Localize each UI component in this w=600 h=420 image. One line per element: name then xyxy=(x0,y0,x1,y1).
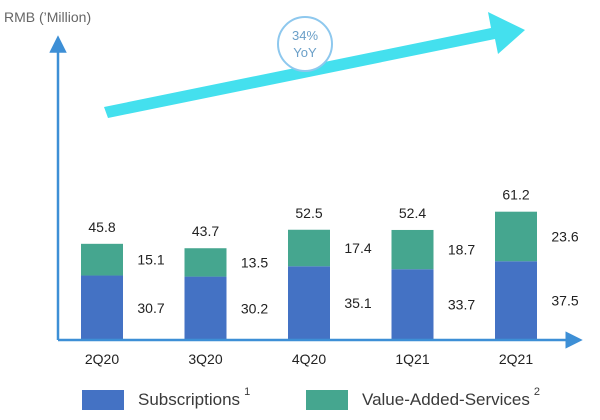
bar-vas-4q20 xyxy=(288,229,330,267)
total-label-1q21: 52.4 xyxy=(399,205,426,221)
bar-vas-2q21 xyxy=(495,211,537,262)
bar-subscriptions-2q20 xyxy=(81,275,123,340)
labels-layer: 30.7 15.1 45.8 2Q20 30.2 13.5 43.7 3Q20 35.1 17.4… xyxy=(85,187,579,367)
value-label-subscriptions-4q20: 35.1 xyxy=(344,295,371,311)
value-label-vas-2q20: 15.1 xyxy=(137,252,164,268)
bar-subscriptions-1q21 xyxy=(391,269,434,340)
value-label-subscriptions-3q20: 30.2 xyxy=(241,300,268,316)
legend: Subscriptions 1 Value-Added-Services 2 xyxy=(0,384,600,416)
x-tick-1q21: 1Q21 xyxy=(395,351,429,367)
value-label-subscriptions-2q20: 30.7 xyxy=(137,300,164,316)
legend-item-subscriptions: Subscriptions 1 xyxy=(82,384,250,416)
bars-layer xyxy=(81,211,537,340)
bar-vas-1q21 xyxy=(391,229,434,270)
value-label-subscriptions-1q21: 33.7 xyxy=(448,297,475,313)
x-tick-4q20: 4Q20 xyxy=(292,351,326,367)
bar-vas-3q20 xyxy=(184,248,227,277)
total-label-2q21: 61.2 xyxy=(502,187,529,203)
bar-vas-2q20 xyxy=(81,243,123,276)
total-label-2q20: 45.8 xyxy=(88,219,115,235)
total-label-4q20: 52.5 xyxy=(295,205,322,221)
value-label-vas-4q20: 17.4 xyxy=(344,240,371,256)
bar-subscriptions-3q20 xyxy=(184,276,227,340)
total-label-3q20: 43.7 xyxy=(192,223,219,239)
x-tick-2q21: 2Q21 xyxy=(499,351,533,367)
legend-swatch-vas xyxy=(306,390,348,410)
legend-label-vas: Value-Added-Services xyxy=(362,390,530,409)
y-axis-title: RMB (’Million) xyxy=(4,9,91,25)
yoy-badge: 34% YoY xyxy=(277,16,333,72)
value-label-vas-3q20: 13.5 xyxy=(241,254,268,270)
legend-footnote-subscriptions: 1 xyxy=(244,386,251,398)
legend-label-subscriptions: Subscriptions xyxy=(138,390,241,409)
yoy-badge-percent: 34% xyxy=(292,28,318,43)
value-label-vas-2q21: 23.6 xyxy=(551,228,578,244)
bar-subscriptions-4q20 xyxy=(288,266,330,340)
legend-footnote-vas: 2 xyxy=(533,386,541,398)
value-label-vas-1q21: 18.7 xyxy=(448,242,475,258)
bar-subscriptions-2q21 xyxy=(495,261,537,340)
chart-canvas: RMB (’Million) 30.7 15.1 45.8 2Q20 30.2 13.5 4… xyxy=(4,9,583,367)
x-tick-3q20: 3Q20 xyxy=(188,351,222,367)
legend-item-vas: Value-Added-Services 2 xyxy=(306,384,540,416)
legend-swatch-subscriptions xyxy=(82,390,124,410)
x-tick-2q20: 2Q20 xyxy=(85,351,119,367)
value-label-subscriptions-2q21: 37.5 xyxy=(551,293,578,309)
yoy-badge-label: YoY xyxy=(293,45,317,60)
